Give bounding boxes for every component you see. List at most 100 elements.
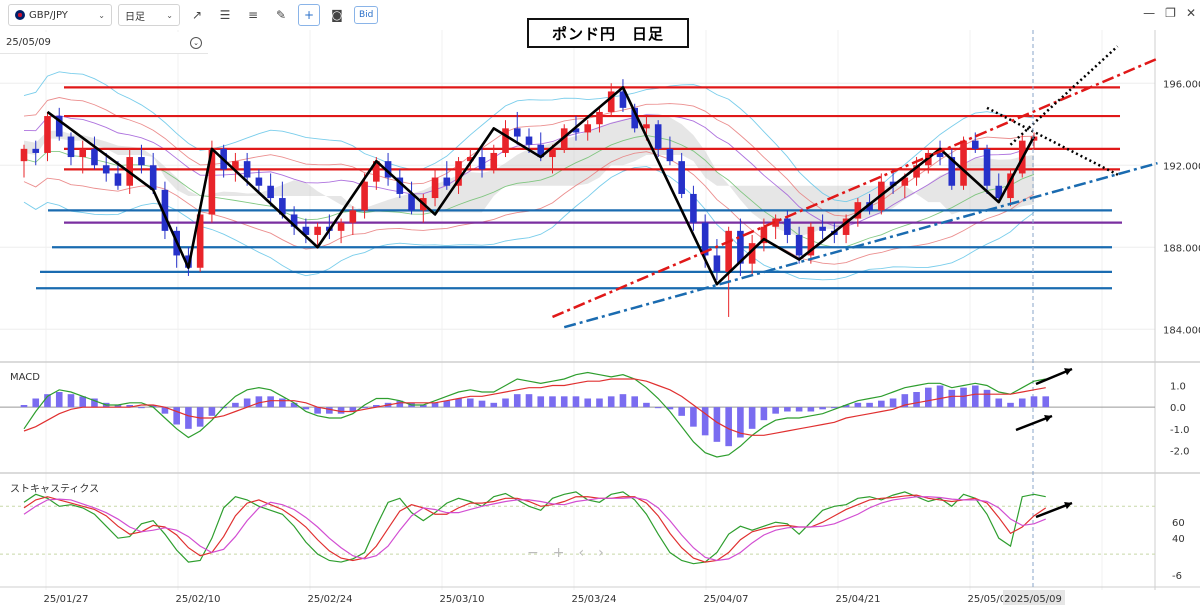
- trendline-tool-button[interactable]: ↗: [186, 4, 208, 26]
- candle-body: [995, 185, 1003, 199]
- candle-body: [91, 148, 98, 166]
- close-button[interactable]: ✕: [1185, 6, 1196, 20]
- macd-histogram-bar: [643, 402, 650, 408]
- macd-histogram-bar: [889, 398, 897, 408]
- macd-panel-label: MACD: [10, 372, 40, 383]
- red-trend-channel: [551, 57, 1158, 319]
- zoom-in-button[interactable]: +: [552, 545, 565, 561]
- time-axis-label: 25/04/21: [836, 594, 881, 605]
- candle-body: [208, 148, 216, 215]
- zoom-out-button[interactable]: −: [527, 545, 539, 561]
- macd-histogram-bar: [725, 407, 732, 447]
- time-axis-label: 2025/05/09: [1004, 594, 1062, 605]
- macd-histogram-bar: [795, 407, 803, 412]
- candle-body: [361, 181, 368, 211]
- candle-body: [913, 165, 920, 178]
- symbol-selector[interactable]: GBP/JPY ⌄: [8, 4, 112, 26]
- candle-body: [678, 161, 685, 194]
- macd-line: [23, 371, 1046, 458]
- macd-histogram-bar: [126, 405, 133, 408]
- candle-body: [960, 140, 967, 186]
- candle-body: [67, 136, 75, 158]
- macd-histogram-bar: [44, 394, 51, 408]
- candle-body: [102, 165, 110, 174]
- candle-body: [748, 243, 756, 264]
- macd-histogram-bar: [79, 396, 87, 408]
- macd-histogram-bar: [373, 405, 380, 408]
- macd-histogram-bar: [243, 398, 251, 408]
- bid-toggle-button[interactable]: Bid: [354, 6, 379, 24]
- macd-histogram-bar: [337, 407, 345, 414]
- candle-body: [79, 148, 87, 158]
- macd-histogram-bar: [1018, 398, 1026, 408]
- scroll-left-button[interactable]: ‹: [578, 545, 585, 561]
- current-date-highlight: [1003, 590, 1065, 605]
- candle-body: [842, 218, 850, 235]
- draw-tool-button[interactable]: ✎: [270, 4, 292, 26]
- candle-body: [149, 165, 157, 190]
- macd-histogram-bar: [831, 407, 838, 409]
- candle-body: [537, 144, 545, 158]
- candle-body: [807, 226, 815, 256]
- macd-histogram-bar: [185, 407, 192, 429]
- candle-body: [114, 173, 122, 186]
- macd-histogram-bar: [678, 407, 685, 416]
- candle-body: [337, 222, 345, 231]
- stoch-axis-label: -6: [1172, 571, 1182, 582]
- crosshair-icon: +: [303, 8, 315, 22]
- candle-body: [948, 157, 956, 186]
- camera-icon: ◙: [331, 8, 343, 22]
- list-icon: ≡: [247, 8, 259, 22]
- candle-body: [631, 107, 638, 129]
- candle-body: [772, 218, 779, 227]
- macd-histogram-bar: [490, 402, 498, 408]
- chevron-down-icon: ⌄: [190, 36, 202, 49]
- scroll-right-button[interactable]: ›: [598, 545, 604, 561]
- objects-tool-button[interactable]: ≡: [242, 4, 264, 26]
- blue-trend-channel: [563, 161, 1158, 329]
- macd-histogram-bar: [91, 398, 98, 408]
- candle-body: [643, 124, 650, 129]
- macd-histogram-bar: [513, 394, 521, 408]
- minimize-button[interactable]: —: [1143, 6, 1156, 20]
- uk-flag-icon: [15, 10, 25, 20]
- macd-histogram-bar: [466, 398, 474, 408]
- zoom-controls: − + ‹ ›: [527, 545, 604, 561]
- macd-histogram-bar: [232, 402, 239, 408]
- candle-body: [513, 128, 521, 137]
- candle-body: [596, 111, 603, 125]
- candle-body: [607, 91, 615, 112]
- candle-body: [572, 128, 580, 133]
- macd-histogram-bar: [326, 407, 333, 414]
- macd-histogram-bar: [32, 398, 40, 408]
- price-axis-label: 192.000: [1163, 161, 1200, 172]
- date-selector[interactable]: 25/05/09 ⌄: [0, 32, 208, 54]
- indicator-tool-button[interactable]: ☰: [214, 4, 236, 26]
- macd-histogram-bar: [819, 407, 826, 410]
- macd-axis-label: -1.0: [1170, 425, 1190, 436]
- candle-body: [408, 193, 415, 211]
- arrow-icon: ↗: [191, 8, 203, 22]
- macd-histogram-bar: [866, 402, 873, 408]
- candle-body: [713, 255, 721, 272]
- macd-histogram-bar: [772, 407, 779, 414]
- macd-histogram-bar: [666, 407, 674, 410]
- candle-body: [55, 116, 63, 137]
- timeframe-selector[interactable]: 日足 ⌄: [118, 4, 180, 26]
- stoch-axis-label: 60: [1172, 518, 1185, 529]
- candle-body: [396, 177, 404, 194]
- candle-body: [196, 214, 204, 268]
- candle-body: [760, 226, 768, 244]
- screenshot-button[interactable]: ◙: [326, 4, 348, 26]
- candle-body: [490, 152, 498, 170]
- restore-button[interactable]: ❐: [1165, 6, 1176, 20]
- macd-histogram-bar: [549, 396, 556, 408]
- crosshair-tool-button[interactable]: +: [298, 4, 320, 26]
- stoch-k-line: [23, 491, 1046, 565]
- candle-body: [549, 148, 556, 158]
- candle-body: [466, 157, 474, 162]
- toolbar: GBP/JPY ⌄ 日足 ⌄ ↗ ☰ ≡ ✎ + ◙ Bid: [0, 0, 380, 30]
- macd-histogram-bar: [654, 407, 662, 409]
